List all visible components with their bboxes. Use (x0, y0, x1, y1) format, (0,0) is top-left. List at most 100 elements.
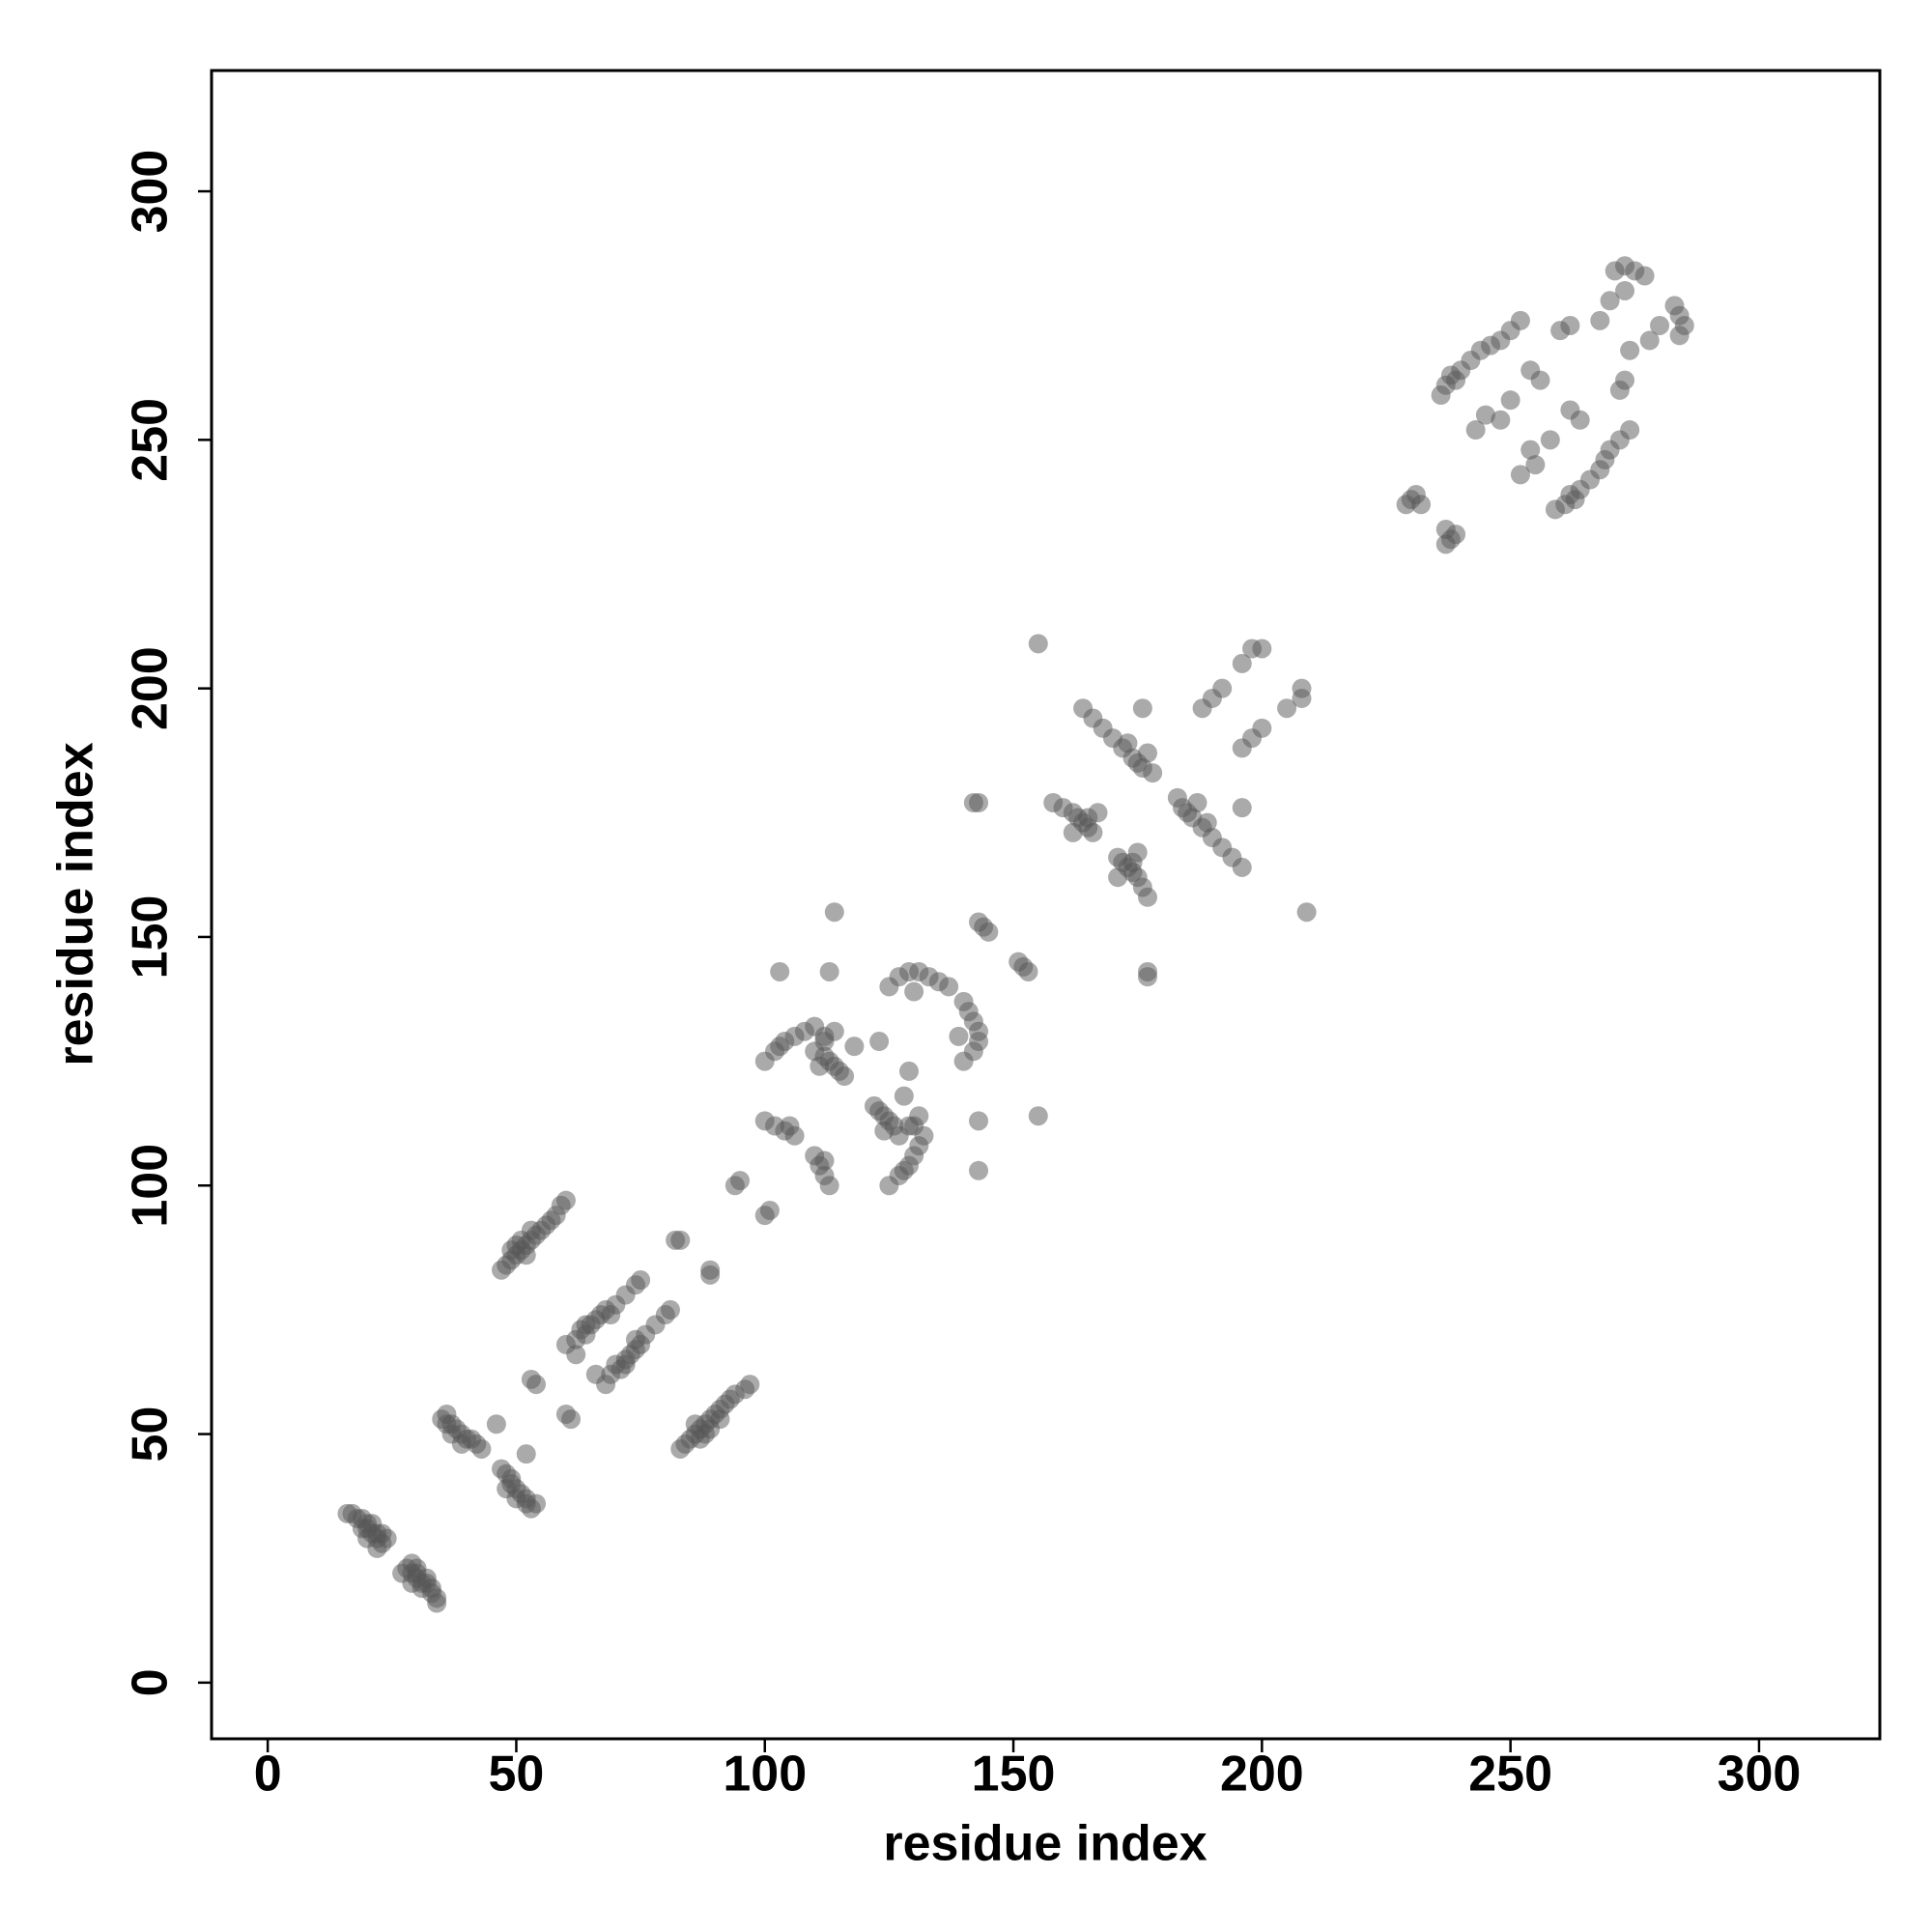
point (770, 961, 790, 981)
point (526, 1375, 547, 1395)
x-tick-label: 100 (723, 1747, 807, 1803)
y-tick-label: 300 (123, 150, 179, 234)
point (1500, 390, 1520, 411)
point (1600, 291, 1620, 311)
point (1650, 315, 1670, 335)
point (814, 1151, 835, 1171)
point (516, 1444, 536, 1464)
point (1137, 743, 1157, 763)
point (700, 1260, 721, 1280)
point (869, 1032, 890, 1052)
point (824, 1021, 844, 1041)
point (754, 1111, 775, 1131)
point (631, 1270, 651, 1291)
point (979, 922, 999, 942)
point (1639, 330, 1660, 351)
point (606, 1354, 626, 1375)
point (1545, 499, 1565, 520)
x-axis-title: residue index (883, 1816, 1207, 1872)
point (1615, 280, 1635, 300)
point (1296, 902, 1317, 923)
point (1520, 440, 1541, 460)
point (585, 1364, 606, 1384)
point (949, 1026, 969, 1046)
point (1560, 315, 1580, 335)
point (819, 1176, 839, 1196)
point (894, 1086, 914, 1106)
point (864, 1095, 884, 1116)
point (1530, 370, 1550, 390)
point (357, 1528, 378, 1548)
point (1232, 857, 1252, 877)
point (601, 1305, 621, 1325)
point (1167, 787, 1187, 808)
point (437, 1404, 457, 1424)
y-tick-label: 0 (123, 1668, 179, 1696)
point (1590, 310, 1610, 330)
x-tick-label: 50 (489, 1747, 545, 1803)
point (1292, 678, 1312, 698)
point (824, 902, 844, 923)
plot-frame (210, 69, 1882, 1741)
point (710, 1409, 730, 1430)
point (660, 1299, 680, 1320)
point (1615, 370, 1635, 390)
point (1475, 405, 1495, 425)
point (1435, 519, 1456, 539)
x-tick-label: 150 (972, 1747, 1056, 1803)
point (670, 1230, 691, 1250)
point (1187, 793, 1208, 813)
point (1634, 266, 1655, 286)
point (1664, 296, 1685, 316)
y-tick-label: 100 (123, 1144, 179, 1228)
x-tick-label: 200 (1220, 1747, 1304, 1803)
point (810, 1056, 830, 1076)
point (471, 1438, 492, 1459)
point (1620, 420, 1640, 440)
point (969, 1111, 989, 1131)
point (1143, 763, 1163, 783)
point (1108, 847, 1128, 867)
point (1028, 1106, 1048, 1126)
point (1073, 698, 1094, 719)
point (874, 1121, 895, 1141)
point (1137, 961, 1157, 981)
point (1088, 803, 1108, 823)
x-tick-label: 0 (254, 1747, 282, 1803)
point (1411, 495, 1432, 515)
point (576, 1324, 596, 1345)
y-tick-label: 150 (123, 895, 179, 980)
point (898, 1061, 919, 1081)
point (969, 793, 989, 813)
point (969, 1160, 989, 1180)
point (1197, 812, 1217, 833)
point (754, 1206, 775, 1226)
point (1028, 634, 1048, 654)
point (1108, 867, 1128, 888)
point (1252, 718, 1272, 738)
point (953, 991, 974, 1011)
point (1446, 370, 1466, 390)
point (526, 1493, 547, 1514)
point (555, 1404, 576, 1424)
point (1491, 410, 1511, 430)
point (685, 1414, 705, 1435)
point (1063, 822, 1083, 842)
point (1083, 822, 1103, 842)
point (724, 1176, 745, 1196)
point (904, 981, 924, 1002)
point (492, 1459, 512, 1479)
point (1620, 340, 1640, 360)
point (835, 1066, 855, 1087)
point (566, 1345, 586, 1365)
y-tick-label: 250 (123, 398, 179, 482)
point (1232, 653, 1252, 673)
point (1212, 678, 1233, 698)
x-tick-label: 300 (1718, 1747, 1802, 1803)
point (819, 961, 839, 981)
point (1540, 430, 1560, 450)
point (1132, 698, 1152, 719)
point (1525, 455, 1546, 475)
point (909, 1106, 929, 1126)
